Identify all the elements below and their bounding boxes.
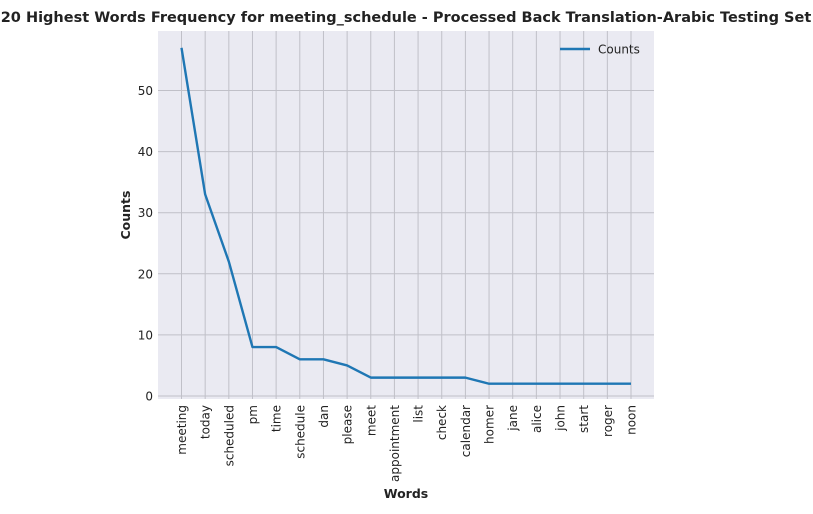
x-tick-label: check [435, 405, 449, 440]
plot-area [158, 31, 654, 399]
y-tick-label: 0 [145, 389, 153, 403]
x-tick-label: roger [601, 405, 615, 437]
x-axis-label: Words [384, 486, 428, 501]
x-tick-label: alice [530, 405, 544, 433]
series-line-counts [180, 47, 631, 385]
grid-lines [158, 31, 654, 399]
x-tick-label: meet [364, 405, 378, 436]
x-tick-label: please [341, 405, 355, 444]
y-tick-label: 30 [138, 206, 153, 220]
y-tick-label: 10 [138, 328, 153, 342]
x-tick-label: meeting [175, 405, 189, 455]
chart-title: 20 Highest Words Frequency for meeting_s… [1, 10, 812, 26]
x-tick-label: scheduled [222, 405, 236, 466]
x-tick-label: dan [317, 405, 331, 428]
legend: Counts [560, 43, 640, 57]
y-tick-label: 20 [138, 267, 153, 281]
x-tick-label: pm [246, 405, 260, 424]
x-tick-label: schedule [293, 405, 307, 459]
y-tick-labels: 0 10 20 30 40 50 [138, 84, 153, 403]
y-axis-label: Counts [118, 191, 133, 240]
y-tick-label: 40 [138, 145, 153, 159]
x-tick-label: homer [483, 405, 497, 444]
x-tick-label: jane [506, 405, 520, 432]
x-tick-label: time [270, 405, 284, 432]
x-tick-label: calendar [459, 405, 473, 457]
x-tick-label: list [412, 405, 426, 423]
x-tick-label: appointment [388, 405, 402, 482]
x-tick-label: start [577, 405, 591, 433]
x-tick-label: john [554, 405, 568, 432]
y-tick-label: 50 [138, 84, 153, 98]
x-tick-labels: meeting today scheduled pm time schedule dan pl… [175, 405, 639, 482]
x-tick-label: today [199, 405, 213, 439]
legend-label: Counts [598, 43, 640, 57]
x-tick-label: noon [625, 405, 639, 435]
